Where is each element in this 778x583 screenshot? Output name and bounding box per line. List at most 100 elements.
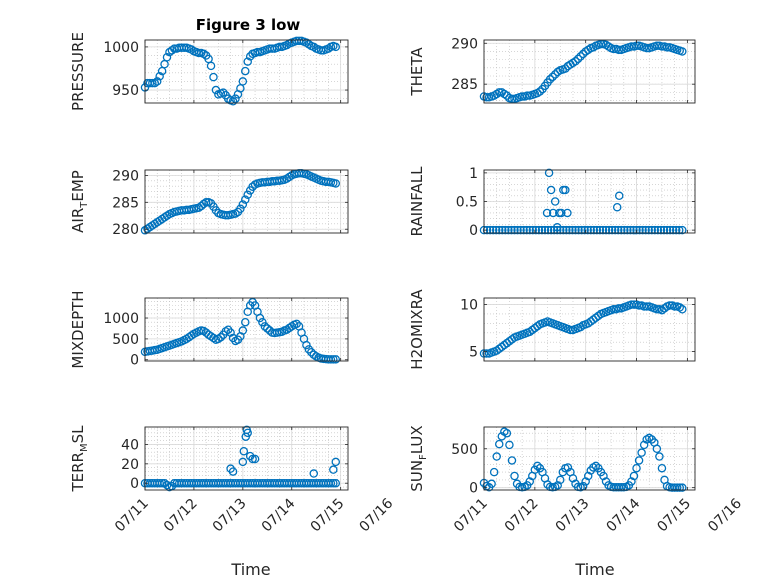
- data-point: [617, 483, 626, 492]
- data-point: [675, 483, 684, 492]
- y-axis-label-main: SUN: [408, 460, 426, 492]
- data-point: [632, 225, 641, 235]
- data-point: [668, 225, 678, 235]
- data-point: [331, 42, 341, 52]
- data-point: [610, 225, 620, 235]
- data-point: [598, 225, 608, 235]
- data-point: [540, 225, 550, 235]
- data-point: [546, 185, 556, 195]
- data-point: [495, 88, 504, 97]
- data-point: [326, 355, 336, 364]
- y-axis-label-main: AIR: [69, 208, 87, 233]
- data-point: [331, 457, 341, 467]
- data-point: [659, 225, 669, 235]
- data-point: [243, 190, 252, 200]
- axes-box: [483, 426, 696, 491]
- grid: [145, 40, 348, 103]
- data-point: [522, 225, 531, 235]
- data-point: [583, 225, 592, 235]
- data-point: [302, 340, 311, 350]
- data-point: [563, 208, 572, 218]
- y-axis-label-main: THETA: [408, 47, 426, 97]
- data-point: [495, 225, 504, 235]
- x-tick-label: 07/13: [210, 496, 250, 536]
- data-point: [238, 200, 248, 209]
- data-point: [482, 225, 492, 235]
- data-point: [260, 322, 270, 331]
- data-point: [482, 93, 491, 102]
- data-point: [672, 483, 682, 492]
- x-tick-label: 07/11: [451, 496, 491, 536]
- data-point: [250, 454, 260, 464]
- data-point: [209, 72, 218, 82]
- data-point: [152, 77, 162, 86]
- y-axis-label-rest: EMP: [69, 170, 87, 201]
- data-point: [501, 225, 510, 235]
- figure-title: Figure 3 low: [196, 16, 301, 34]
- data-point: [304, 40, 314, 49]
- series-markers: [479, 300, 687, 358]
- data-point: [258, 317, 267, 327]
- data-point: [612, 202, 622, 212]
- y-axis-label-subscript: T: [79, 201, 90, 209]
- x-tick-label: 07/13: [553, 496, 593, 536]
- data-point: [543, 225, 553, 235]
- data-point: [574, 225, 583, 235]
- subplot-theta: 285 290 THETA: [408, 36, 696, 104]
- axes-box: [483, 39, 696, 104]
- data-point: [665, 225, 675, 235]
- subplot-sun_flux: 0 500 07/11 07/12 07/13 07/14 07/15 07/16 SUNFLU…: [408, 425, 745, 535]
- data-point: [657, 463, 667, 473]
- data-point: [228, 97, 238, 106]
- data-point: [614, 45, 623, 55]
- y-tick-label: 20: [121, 457, 139, 473]
- data-point: [248, 454, 257, 464]
- axes-box: [144, 426, 349, 491]
- x-tick-label: 07/12: [502, 496, 542, 536]
- data-point: [534, 225, 544, 235]
- data-point: [565, 225, 574, 235]
- data-point: [552, 223, 562, 232]
- y-tick-label: 5: [469, 345, 478, 361]
- data-point: [201, 198, 211, 207]
- data-point: [221, 327, 230, 336]
- data-point: [613, 225, 623, 235]
- data-point: [282, 40, 292, 50]
- data-point: [157, 478, 167, 488]
- data-point: [550, 70, 560, 79]
- data-point: [148, 78, 157, 88]
- data-point: [489, 467, 499, 477]
- y-tick-label: 1: [469, 166, 478, 182]
- data-point: [236, 204, 245, 214]
- data-point: [589, 225, 599, 235]
- data-point: [573, 54, 583, 64]
- subplot-pressure: 950 1000 PRESSURE: [69, 32, 349, 111]
- data-point: [557, 208, 566, 218]
- series-markers: [479, 168, 687, 235]
- y-tick-label: 10: [460, 298, 478, 314]
- data-point: [504, 225, 513, 235]
- subplot-mixdepth: 0 500 1000 MIXDEPTH: [69, 290, 349, 369]
- data-point: [495, 439, 504, 449]
- y-axis-label-main: PRESSURE: [69, 32, 87, 111]
- data-point: [629, 225, 638, 235]
- y-axis-label-subscript: M: [79, 443, 90, 452]
- data-point: [571, 57, 580, 66]
- data-point: [563, 463, 573, 472]
- data-point: [620, 225, 629, 235]
- data-point: [662, 225, 672, 235]
- y-axis-label: TERRMSL: [69, 425, 90, 493]
- data-point: [561, 185, 570, 195]
- y-tick-label: 40: [121, 437, 139, 453]
- data-point: [604, 225, 614, 235]
- data-point: [545, 75, 555, 84]
- data-point: [309, 42, 319, 52]
- data-point: [239, 446, 249, 456]
- axes-box: [144, 297, 349, 362]
- y-tick-label: 0: [130, 476, 139, 492]
- data-point: [150, 78, 160, 88]
- data-point: [652, 444, 662, 454]
- y-axis-label: MIXDEPTH: [69, 290, 87, 368]
